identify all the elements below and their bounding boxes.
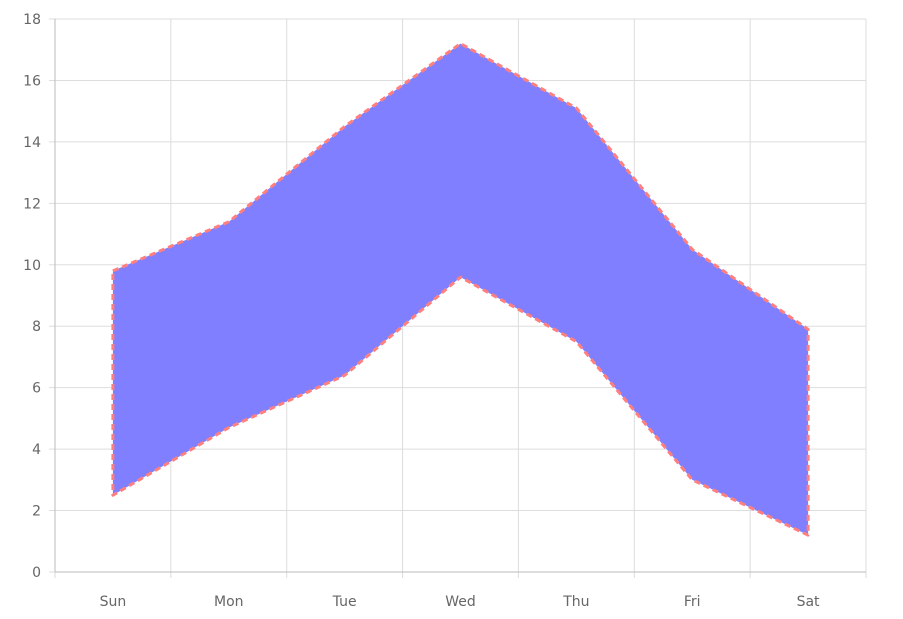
y-tick-label: 12: [23, 196, 41, 212]
range-area-fill: [112, 43, 809, 536]
range-area-border: [111, 42, 810, 537]
y-tick-label: 6: [32, 381, 41, 397]
y-tick-label: 0: [32, 565, 41, 581]
x-tick-label: Thu: [562, 594, 589, 610]
y-tick-label: 2: [32, 504, 41, 520]
y-tick-label: 14: [23, 135, 41, 151]
x-tick-label: Tue: [332, 594, 357, 610]
x-tick-label: Mon: [214, 594, 244, 610]
y-tick-label: 16: [23, 73, 41, 89]
y-tick-label: 18: [23, 12, 41, 28]
y-tick-label: 10: [23, 258, 41, 274]
axes: [54, 19, 866, 573]
y-axis-tick-labels: 0 2 4 6 8 10 12 14 16 18: [23, 12, 41, 581]
y-tick-label: 4: [32, 442, 41, 458]
area-series: [111, 42, 810, 537]
y-tick-label: 8: [32, 319, 41, 335]
x-axis-tick-labels: Sun Mon Tue Wed Thu Fri Sat: [100, 594, 820, 610]
x-tick-label: Sat: [797, 594, 820, 610]
x-tick-label: Wed: [445, 594, 476, 610]
x-tick-label: Sun: [100, 594, 127, 610]
x-tick-label: Fri: [684, 594, 701, 610]
